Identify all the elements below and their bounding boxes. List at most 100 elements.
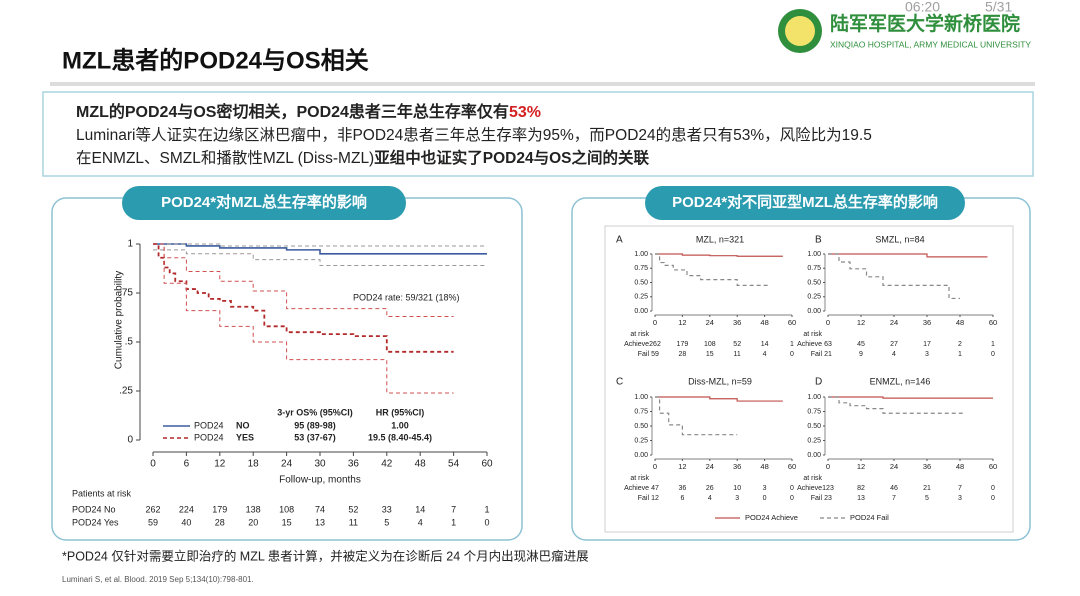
summary-line: Luminari等人证实在边缘区淋巴瘤中，非POD24患者三年总生存率为95%，… <box>76 126 872 144</box>
risk-value: 13 <box>315 517 325 527</box>
legend-group: NO <box>236 420 250 430</box>
risk-value: 12 <box>651 495 659 502</box>
y-tick-label: 0.50 <box>807 279 821 286</box>
x-tick-label: 36 <box>733 318 741 327</box>
panel-letter: C <box>616 377 623 388</box>
risk-value: 20 <box>248 517 258 527</box>
x-tick-label: 60 <box>989 318 997 327</box>
y-tick-label: 1 <box>127 239 133 250</box>
risk-title: Patients at risk <box>72 488 132 498</box>
risk-value: 5 <box>925 495 929 502</box>
risk-value: 1 <box>484 504 489 514</box>
chart-title: MZL, n=321 <box>696 234 744 244</box>
footnote: *POD24 仅针对需要立即治疗的 MZL 患者计算，并被定义为在诊断后 24 … <box>62 548 589 563</box>
legend-label: POD24 Fail <box>850 513 889 522</box>
risk-value: 7 <box>892 495 896 502</box>
y-tick-label: 0.00 <box>634 452 648 459</box>
panel-pill <box>645 186 965 220</box>
risk-value: 45 <box>857 341 865 348</box>
risk-value: 108 <box>704 341 716 348</box>
risk-value: 52 <box>348 504 358 514</box>
risk-label: Achieve <box>797 485 822 492</box>
risk-value: 4 <box>763 351 767 358</box>
y-tick-label: 0 <box>127 435 133 446</box>
x-tick-label: 48 <box>415 459 427 470</box>
km-curve <box>153 243 454 318</box>
y-axis-label: Cumulative probability <box>114 271 125 369</box>
y-tick-label: 0.75 <box>634 408 648 415</box>
x-tick-label: 36 <box>733 462 741 471</box>
lead-text: MZL的POD24与OS密切相关，POD24患者三年总生存率仅有 <box>76 102 509 121</box>
risk-value: 1 <box>451 517 456 527</box>
risk-value: 3 <box>958 495 962 502</box>
risk-value: 0 <box>484 517 489 527</box>
risk-value: 15 <box>282 517 292 527</box>
risk-value: 15 <box>706 351 714 358</box>
km-curve <box>655 253 783 257</box>
risk-value: 7 <box>451 504 456 514</box>
risk-label: at risk <box>803 475 822 482</box>
x-tick-label: 60 <box>481 459 493 470</box>
km-curve <box>828 253 988 258</box>
x-tick-label: 0 <box>653 318 657 327</box>
x-tick-label: 24 <box>890 462 898 471</box>
legend-group: YES <box>236 432 254 442</box>
risk-value: 28 <box>679 351 687 358</box>
risk-value: 14 <box>761 341 769 348</box>
x-tick-label: 18 <box>248 459 260 470</box>
risk-value: 59 <box>148 517 158 527</box>
risk-value: 0 <box>790 495 794 502</box>
risk-label: POD24 Yes <box>72 517 119 527</box>
risk-label: Fail <box>638 495 650 502</box>
risk-value: 28 <box>215 517 225 527</box>
x-tick-label: 30 <box>314 459 326 470</box>
risk-label: Achieve <box>624 341 649 348</box>
x-axis-label: Follow-up, months <box>279 475 361 486</box>
risk-label: at risk <box>803 331 822 338</box>
risk-value: 11 <box>734 351 741 358</box>
x-tick-label: 12 <box>678 318 686 327</box>
km-curve <box>655 396 738 436</box>
y-tick-label: 0.25 <box>807 437 821 444</box>
y-tick-label: 0.75 <box>807 408 821 415</box>
x-tick-label: 12 <box>678 462 686 471</box>
chart-title: SMZL, n=84 <box>875 234 924 244</box>
legend-hr: 19.5 (8.40-45.4) <box>368 432 432 442</box>
legend-header: HR (95%CI) <box>376 407 425 417</box>
y-tick-label: 0.00 <box>807 308 821 315</box>
risk-value: 21 <box>824 351 832 358</box>
risk-value: 2 <box>958 341 962 348</box>
y-tick-label: 0.50 <box>807 423 821 430</box>
chart-title: Diss-MZL, n=59 <box>688 376 752 386</box>
page-number: 5/31 <box>985 0 1012 15</box>
risk-value: 9 <box>859 351 863 358</box>
risk-label: Achieve <box>797 341 822 348</box>
risk-value: 0 <box>790 485 794 492</box>
x-tick-label: 0 <box>150 459 156 470</box>
risk-value: 0 <box>991 485 995 492</box>
risk-value: 4 <box>418 517 423 527</box>
panel-pill <box>122 186 406 220</box>
km-curve <box>153 249 487 267</box>
risk-value: 123 <box>822 485 834 492</box>
risk-value: 262 <box>145 504 160 514</box>
risk-value: 262 <box>649 341 661 348</box>
risk-value: 47 <box>651 485 659 492</box>
x-tick-label: 24 <box>890 318 898 327</box>
y-tick-label: .5 <box>125 337 134 348</box>
x-tick-label: 0 <box>826 318 830 327</box>
x-tick-label: 42 <box>381 459 393 470</box>
x-tick-label: 60 <box>788 318 796 327</box>
risk-value: 17 <box>923 341 931 348</box>
risk-value: 59 <box>651 351 659 358</box>
logo-inner <box>785 16 815 46</box>
y-tick-label: 0.00 <box>634 308 648 315</box>
risk-value: 52 <box>733 341 741 348</box>
y-tick-label: 0.75 <box>807 265 821 272</box>
km-curve <box>828 253 960 300</box>
risk-label: Fail <box>811 495 823 502</box>
risk-label: at risk <box>630 331 649 338</box>
panel-letter: B <box>815 235 822 246</box>
x-tick-label: 0 <box>826 462 830 471</box>
